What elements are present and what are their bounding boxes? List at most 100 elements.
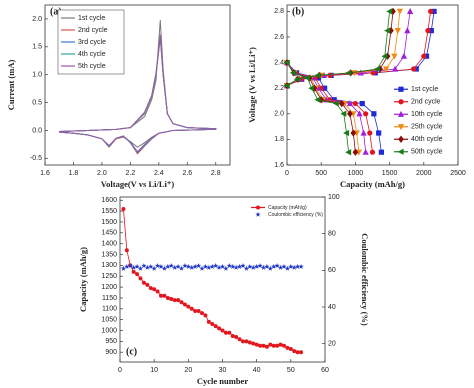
x-tick-label: 0: [118, 367, 122, 374]
data-point: [137, 265, 144, 271]
y-tick-label: 2.0: [32, 16, 42, 23]
data-point: [268, 342, 273, 347]
x-tick-label: 40: [253, 367, 261, 374]
data-point: [162, 293, 167, 298]
y-axis-title: Current (mA): [6, 60, 16, 111]
data-point: [226, 262, 232, 269]
data-point: [124, 263, 130, 269]
panel-label: (a): [50, 6, 62, 17]
data-point: [165, 263, 171, 269]
data-point: [261, 343, 266, 348]
x-tick-label: 1000: [348, 170, 364, 177]
legend-label: 1st cycle: [411, 86, 438, 93]
data-point: [271, 343, 276, 348]
y-tick-label: 950: [105, 338, 117, 345]
data-point: [244, 339, 249, 344]
data-point: [230, 263, 236, 269]
data-point: [148, 286, 153, 291]
data-point: [247, 263, 253, 269]
data-point: [199, 265, 205, 271]
y-tick-label: 1550: [101, 208, 117, 215]
panel-label: (b): [292, 6, 304, 17]
y2-tick-label: 60: [328, 267, 336, 274]
legend-marker: [397, 110, 405, 117]
y-axis-title: Voltage (V vs Li/Li⁺): [247, 47, 257, 123]
data-point: [168, 262, 174, 269]
data-point: [141, 262, 147, 269]
data-point: [338, 99, 345, 108]
legend-label: 3rd cycle: [78, 39, 106, 46]
data-point: [410, 66, 417, 72]
data-point: [258, 343, 263, 348]
data-point: [155, 289, 160, 294]
data-point: [264, 263, 270, 269]
x-tick-label: 2.6: [182, 170, 192, 177]
data-point: [373, 65, 380, 73]
data-point: [250, 264, 256, 270]
data-point: [131, 264, 137, 270]
data-point: [367, 130, 373, 136]
data-point: [308, 85, 315, 92]
x-tick-label: 30: [219, 367, 227, 374]
legend-marker: [397, 148, 404, 155]
y-tick-label: 1150: [102, 295, 117, 302]
data-point: [172, 264, 178, 270]
data-point: [404, 27, 411, 34]
legend-label: 1st cycle: [78, 15, 105, 22]
data-point: [363, 111, 369, 117]
data-point: [202, 263, 209, 269]
x-tick-label: 500: [315, 170, 327, 177]
data-point: [152, 287, 157, 292]
y-tick-label: 1300: [101, 262, 117, 269]
data-point: [220, 328, 225, 333]
data-point: [391, 65, 399, 72]
x-tick-label: 2.2: [126, 170, 136, 177]
data-point: [345, 69, 352, 76]
data-point: [356, 110, 363, 117]
y-tick-label: 2.0: [274, 111, 284, 118]
data-point: [264, 344, 269, 349]
data-point: [192, 263, 198, 269]
y-tick-label: 1.0: [32, 72, 42, 79]
y2-tick-label: 40: [328, 304, 336, 311]
data-point: [254, 263, 260, 269]
data-point: [234, 335, 239, 340]
data-point: [227, 330, 232, 335]
data-point: [179, 300, 184, 305]
data-point: [396, 8, 403, 15]
y2-tick-label: 80: [328, 231, 336, 238]
x-tick-label: 50: [287, 367, 295, 374]
x-tick-label: 10: [150, 367, 158, 374]
data-point: [193, 308, 198, 313]
y-tick-label: 1450: [101, 230, 117, 237]
data-point: [206, 264, 212, 270]
legend-marker: [398, 135, 404, 143]
data-point: [400, 52, 408, 59]
data-point: [196, 308, 201, 313]
legend-marker: [397, 124, 405, 131]
x-tick-label: 20: [184, 367, 192, 374]
data-point: [145, 282, 150, 287]
data-point: [288, 263, 294, 269]
data-point: [165, 295, 170, 300]
data-point: [391, 53, 398, 60]
data-point: [347, 110, 353, 118]
y2-tick-label: 20: [328, 341, 336, 348]
data-point: [209, 263, 215, 269]
data-point: [350, 129, 357, 137]
data-point: [169, 297, 174, 302]
data-point: [289, 69, 296, 76]
x-axis-title: Voltage(V vs Li/Li⁺): [101, 179, 175, 189]
legend-label: Capacity (mAh/g): [268, 205, 307, 211]
data-point: [267, 265, 273, 271]
data-point: [359, 100, 365, 107]
data-point: [345, 149, 352, 156]
y-tick-label: 0.5: [32, 99, 42, 106]
plot-frame: [44, 4, 231, 166]
x-tick-label: 2.4: [154, 170, 164, 177]
data-point: [299, 350, 304, 355]
data-point: [124, 248, 129, 253]
legend-marker: [256, 205, 260, 210]
data-point: [278, 342, 283, 347]
y2-tick-label: 100: [328, 194, 340, 201]
